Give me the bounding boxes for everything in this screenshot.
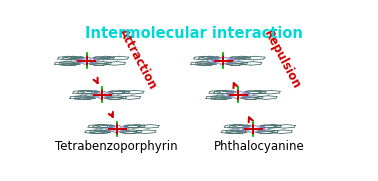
Text: Attraction: Attraction <box>116 27 160 92</box>
Text: Intermolecular interaction: Intermolecular interaction <box>85 26 303 41</box>
Text: Phthalocyanine: Phthalocyanine <box>214 140 305 153</box>
Text: Repulsion: Repulsion <box>260 28 303 91</box>
Text: Tetrabenzoporphyrin: Tetrabenzoporphyrin <box>55 140 177 153</box>
